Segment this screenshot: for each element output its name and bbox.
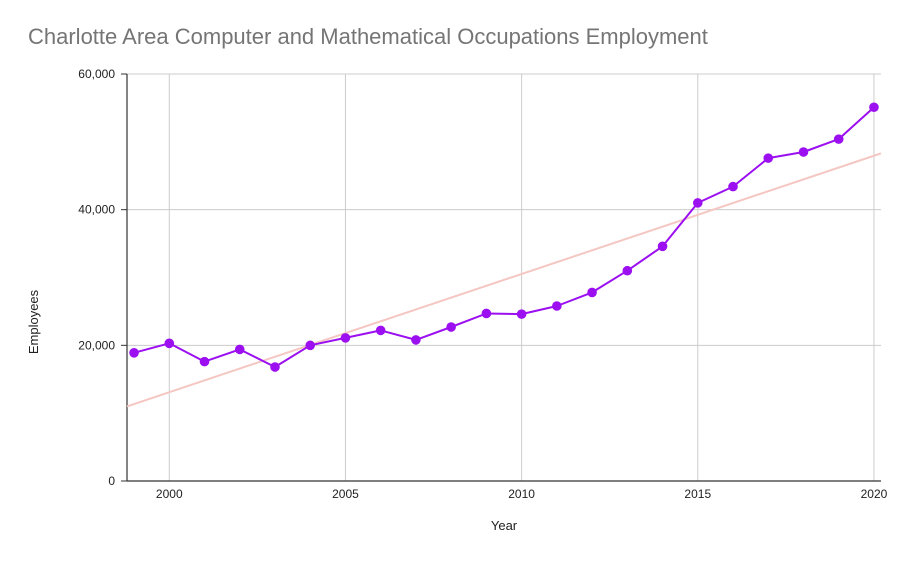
x-axis-title: Year [491,518,518,533]
x-tick-label: 2000 [156,487,183,501]
y-tick-label: 60,000 [78,67,115,81]
y-axis-title: Employees [26,289,41,354]
data-point [270,362,280,372]
data-point [411,335,421,345]
data-point [692,198,703,208]
x-tick-label: 2010 [508,487,535,501]
data-point [763,153,774,163]
tick-labels: 0 20,000 40,000 60,000 2000 2005 2010 2015 2020 [78,67,887,501]
axes [121,73,881,482]
x-tick-label: 2005 [332,487,359,501]
x-tick-label: 2020 [861,487,888,501]
gridlines [127,73,881,481]
data-point [587,287,597,298]
data-point [199,356,210,367]
data-point [129,347,139,358]
data-point [622,265,633,276]
y-tick-label: 20,000 [78,338,115,352]
data-point [446,322,456,332]
data-point [375,325,386,336]
data-point [234,344,245,355]
data-point [798,147,809,157]
data-point [552,301,562,311]
data-point [340,333,351,343]
data-point [516,309,527,319]
series-line [133,106,875,368]
data-point [869,102,879,113]
x-tick-label: 2015 [684,487,711,501]
data-point [481,308,492,319]
chart-title: Charlotte Area Computer and Mathematical… [28,24,708,49]
trendline [126,152,882,408]
data-point [728,181,738,192]
data-point [305,340,316,351]
y-tick-label: 40,000 [78,203,115,217]
data-point [833,134,844,144]
data-point [657,241,668,252]
trendline-group [126,152,882,408]
y-tick-label: 0 [108,474,115,488]
series-group [129,102,879,372]
data-point [164,338,175,349]
